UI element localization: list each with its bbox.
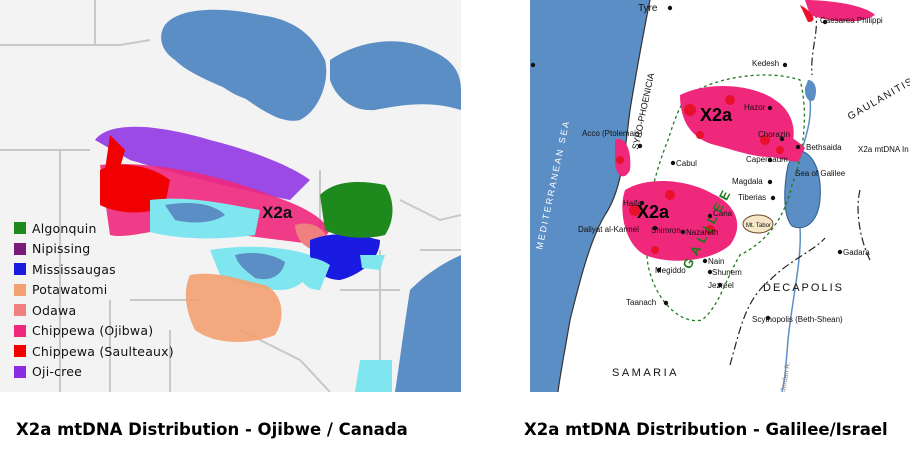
region-decapolis: DECAPOLIS	[763, 282, 844, 294]
right-caption: X2a mtDNA Distribution - Galilee/Israel	[524, 420, 888, 439]
james-bay	[330, 41, 461, 111]
x2a-marker-north: X2a	[700, 105, 733, 125]
place-bethsaida: Bethsaida	[806, 143, 842, 152]
legend-item: Chippewa (Ojibwa)	[14, 321, 174, 342]
place-daliyat: Daliyat al-Karmel	[578, 225, 639, 234]
potawatomi-region	[185, 273, 282, 342]
place-sea-of-galilee: Sea of Galilee	[795, 169, 846, 178]
place-nain: Nain	[708, 257, 724, 266]
legend-item: Chippewa (Saulteaux)	[14, 341, 174, 362]
legend-item: Algonquin	[14, 218, 174, 239]
region-samaria: SAMARIA	[612, 367, 679, 379]
place-shunem: Shunem	[712, 268, 742, 277]
tribe-legend: Algonquin Nipissing Mississaugas Potawat…	[14, 218, 174, 382]
border-lines	[0, 0, 461, 392]
sea-of-galilee	[784, 149, 821, 229]
x2a-cluster-north	[680, 85, 805, 162]
x2a-cluster-south	[615, 139, 738, 261]
legend-item: Odawa	[14, 300, 174, 321]
ojibwe-map-graphic: X2a	[0, 0, 461, 392]
place-tyre: Tyre	[638, 3, 658, 14]
place-cabul: Cabul	[676, 159, 697, 168]
place-tiberias: Tiberias	[738, 193, 766, 202]
place-gadara: Gadara	[843, 248, 870, 257]
place-haifa: Haifa	[623, 199, 642, 208]
left-caption: X2a mtDNA Distribution - Ojibwe / Canada	[16, 420, 408, 439]
legend-item: Mississaugas	[14, 259, 174, 280]
x2a-marker-south: X2a	[637, 202, 670, 222]
legend-item: Potawatomi	[14, 280, 174, 301]
mt-tabor-icon	[742, 214, 774, 234]
place-caesarea: Caesarea Philippi	[820, 16, 883, 25]
place-cana: Cana	[713, 209, 733, 218]
place-hazor: Hazor	[744, 103, 766, 112]
legend-item: Nipissing	[14, 239, 174, 260]
place-jezreel: Jezreel	[708, 281, 734, 290]
ojibwe-distribution-map: X2a Algonquin Nipissing Mississaugas Pot…	[0, 0, 461, 392]
place-kedesh: Kedesh	[752, 59, 779, 68]
place-mt-tabor: Mt. Tabor	[746, 223, 771, 229]
place-megiddo: Megiddo	[655, 266, 686, 275]
place-nazareth: Nazareth	[686, 228, 718, 237]
galilee-map-graphic: Tyre Caesarea Philippi Kedesh Hazor Chor…	[530, 0, 910, 392]
galilee-note: X2a mtDNA In the Galilee	[858, 145, 910, 154]
galilee-distribution-map: Tyre Caesarea Philippi Kedesh Hazor Chor…	[530, 0, 910, 392]
atlantic-ocean	[395, 255, 461, 392]
hudson-bay	[161, 9, 327, 121]
x2a-marker-left: X2a	[262, 203, 293, 222]
place-taanach: Taanach	[626, 298, 656, 307]
galilee-boundary	[645, 74, 806, 322]
place-chorazin: Chorazin	[758, 130, 790, 139]
mediterranean-sea	[530, 0, 650, 392]
algonquin-region	[320, 182, 393, 238]
place-magdala: Magdala	[732, 177, 763, 186]
oji-cree-region	[95, 126, 310, 200]
place-acco: Acco (Ptolemais)	[582, 129, 643, 138]
legend-item: Oji-cree	[14, 362, 174, 383]
place-scythopolis: Scythopolis (Beth-Shean)	[752, 315, 843, 324]
place-capernaum: Capernaum	[746, 155, 788, 164]
place-shimron: Shimron	[651, 226, 681, 235]
